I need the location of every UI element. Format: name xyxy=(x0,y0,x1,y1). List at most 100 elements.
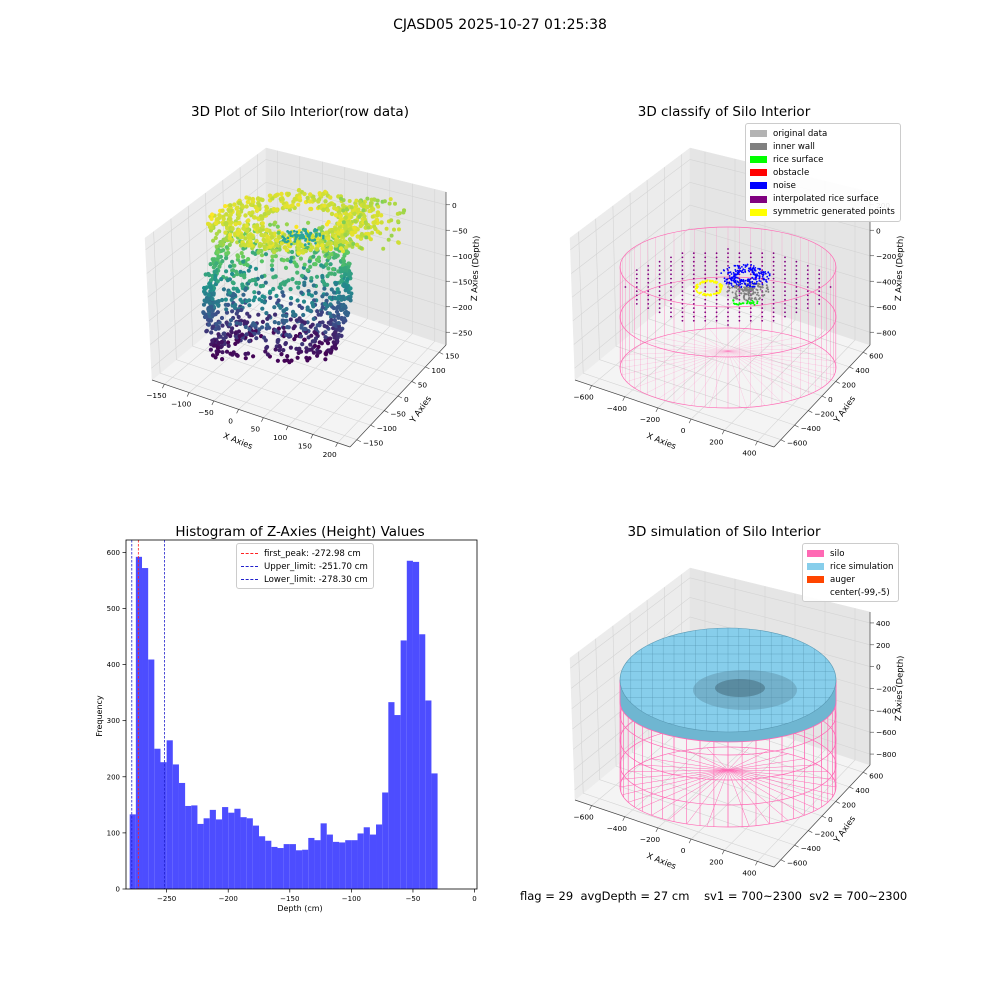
p2-interp-point xyxy=(829,286,832,288)
p1-point xyxy=(339,228,345,234)
p1-point xyxy=(353,229,358,235)
p1-point xyxy=(302,280,307,285)
p2-interp-point xyxy=(670,307,672,309)
hist-bar xyxy=(369,834,377,889)
p2-noise-point xyxy=(758,275,761,278)
p1-point xyxy=(331,340,336,345)
p1-point xyxy=(350,244,355,249)
p2-wall-point xyxy=(753,297,756,300)
p2-silo-spoke xyxy=(727,350,747,408)
p2-interp-point xyxy=(692,298,695,301)
p1-point xyxy=(329,287,334,292)
p2-interp-point xyxy=(692,307,695,309)
p2-wall-point xyxy=(735,286,738,289)
p1-point xyxy=(220,323,225,328)
p2-z-tick-label: −600 xyxy=(876,303,897,312)
p2-noise-point xyxy=(724,280,726,283)
p2-wall-point xyxy=(755,288,758,291)
p1-point xyxy=(333,323,338,328)
p1-point xyxy=(210,212,215,217)
p2-rice-point xyxy=(742,302,745,305)
p2-y-tick-label: −600 xyxy=(787,439,808,448)
hist-bar xyxy=(259,836,266,889)
p1-point xyxy=(321,264,326,269)
p2-interp-point xyxy=(772,273,775,276)
p2-silo-spoke xyxy=(727,330,765,352)
p4-y-tick-label: 600 xyxy=(869,771,883,780)
p4-legend-label: silo xyxy=(830,548,845,559)
p4-grid-z xyxy=(570,597,871,689)
sv1-value: sv1 = 700~2300 xyxy=(704,889,802,903)
p2-noise-point xyxy=(741,269,744,272)
p2-interp-point xyxy=(635,298,638,301)
p1-point xyxy=(207,322,212,327)
p1-point xyxy=(208,347,213,352)
p1-point xyxy=(378,213,384,218)
p1-point xyxy=(332,318,337,323)
p2-silo-spoke xyxy=(658,337,729,352)
p1-point xyxy=(314,242,317,245)
hist-bar xyxy=(166,740,173,889)
p2-interp-point xyxy=(670,311,672,314)
p2-interp-point xyxy=(715,256,718,259)
hist-bar xyxy=(320,823,327,889)
p2-z-axis-label: Z Axies (Depth) xyxy=(893,235,905,301)
p1-z-tick-label: −150 xyxy=(452,277,473,286)
p2-interp-point xyxy=(772,290,775,293)
p2-legend-label: original data xyxy=(773,128,828,139)
p1-point xyxy=(290,203,295,208)
p2-legend-swatch xyxy=(750,182,767,190)
p2-noise-point xyxy=(730,278,733,281)
p2-noise-point xyxy=(764,271,767,273)
p1-point xyxy=(297,316,302,321)
p1-point xyxy=(301,312,306,318)
p2-interp-point xyxy=(658,294,661,297)
p2-interp-point xyxy=(658,307,661,309)
p2-noise-point xyxy=(765,279,767,281)
p2-noise-point xyxy=(762,277,765,280)
p2-interp-point xyxy=(681,307,684,309)
p2-z-tick-label: −400 xyxy=(876,277,897,286)
hist-y-tick-label: 600 xyxy=(107,549,120,557)
p1-point xyxy=(341,239,346,245)
p1-point xyxy=(226,340,231,345)
p1-point xyxy=(287,231,291,235)
p2-legend-swatch xyxy=(750,169,767,177)
hist-x-tick-label: −50 xyxy=(406,895,421,903)
p1-point xyxy=(341,249,345,254)
p1-point xyxy=(253,266,259,271)
p2-wall-point xyxy=(733,286,736,289)
p1-point xyxy=(252,322,257,327)
p1-point xyxy=(248,239,253,244)
hist-legend-label: first_peak: -272.98 cm xyxy=(264,548,361,559)
p2-interp-point xyxy=(635,286,638,288)
p2-silo-spoke xyxy=(709,350,729,408)
p1-point xyxy=(260,325,265,330)
p2-wall-point xyxy=(761,286,764,289)
p1-point xyxy=(323,330,328,335)
p4-z-tick-label: −800 xyxy=(876,750,897,759)
p2-rice-point xyxy=(753,303,756,306)
p1-point xyxy=(370,230,375,235)
p1-point xyxy=(286,278,291,283)
p2-noise-point xyxy=(729,271,732,273)
p1-point xyxy=(227,242,232,247)
hist-bar xyxy=(412,561,420,889)
p2-y-tick-label: −200 xyxy=(814,410,835,419)
p1-point xyxy=(357,214,362,219)
p2-wall-point xyxy=(740,292,742,295)
p2-grid-y xyxy=(595,218,795,426)
p1-point xyxy=(211,265,216,270)
p4-silo-spoke xyxy=(727,758,805,771)
p1-point xyxy=(345,277,350,282)
p2-noise-point xyxy=(732,271,735,274)
p1-point xyxy=(373,226,378,232)
p2-legend-entry: inner wall xyxy=(750,140,895,153)
p1-point xyxy=(333,213,339,218)
p1-point xyxy=(376,204,381,209)
p1-point xyxy=(307,356,312,361)
p1-point xyxy=(268,240,274,245)
p4-silo-spoke xyxy=(706,747,729,771)
hist-bar xyxy=(283,844,290,889)
p2-interp-point xyxy=(727,260,729,263)
